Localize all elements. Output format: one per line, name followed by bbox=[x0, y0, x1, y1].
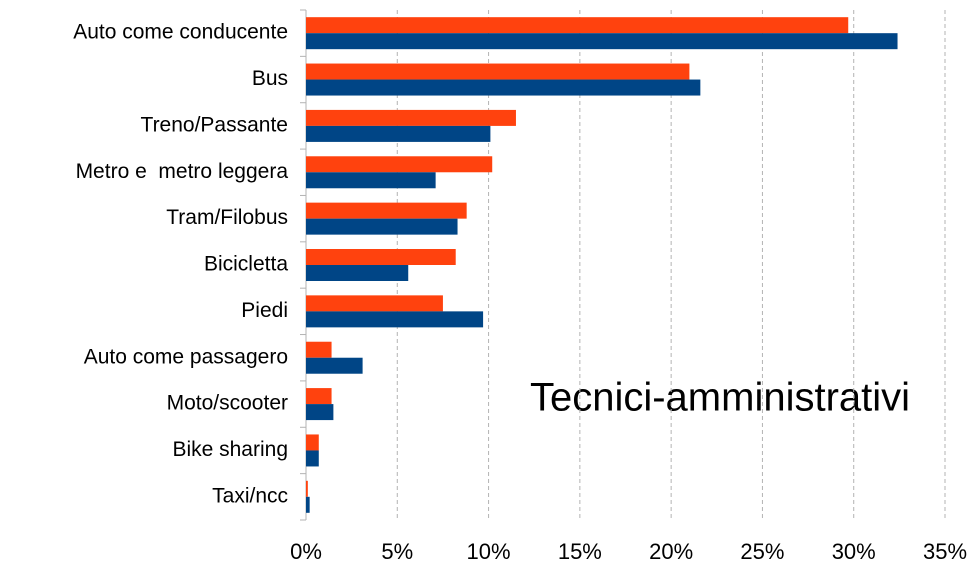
y-tick-label: Tram/Filobus bbox=[166, 206, 288, 229]
y-tick-label: Bicicletta bbox=[204, 253, 288, 276]
bar bbox=[306, 17, 849, 34]
bar bbox=[306, 265, 409, 281]
bar bbox=[306, 357, 363, 374]
bar bbox=[306, 341, 332, 358]
bar bbox=[306, 125, 491, 142]
bar bbox=[306, 450, 319, 467]
bar bbox=[306, 109, 516, 126]
y-tick-label: Piedi bbox=[241, 299, 288, 322]
bar bbox=[306, 202, 467, 219]
bar bbox=[306, 33, 898, 50]
y-tick-label: Moto/scooter bbox=[167, 392, 288, 415]
bar bbox=[306, 388, 332, 405]
bar bbox=[306, 249, 456, 265]
bar bbox=[306, 79, 701, 96]
y-tick-label: Bike sharing bbox=[172, 438, 288, 461]
y-tick-label: Metro e metro leggera bbox=[76, 160, 289, 183]
x-tick-label: 0% bbox=[290, 539, 322, 564]
x-tick-label: 15% bbox=[558, 539, 602, 564]
x-tick-label: 35% bbox=[923, 539, 967, 564]
bar bbox=[306, 172, 436, 189]
bar bbox=[306, 218, 458, 235]
chart-annotation: Tecnici-amministrativi bbox=[530, 376, 910, 420]
x-tick-label: 10% bbox=[467, 539, 511, 564]
x-tick-label: 25% bbox=[740, 539, 784, 564]
bar bbox=[306, 295, 443, 312]
bar bbox=[306, 434, 319, 451]
bar bbox=[306, 311, 484, 328]
bar bbox=[306, 496, 310, 513]
y-tick-label: Auto come passagero bbox=[84, 345, 288, 368]
x-tick-label: 20% bbox=[649, 539, 693, 564]
bar bbox=[306, 404, 334, 421]
x-tick-label: 30% bbox=[832, 539, 876, 564]
bar bbox=[306, 156, 493, 173]
y-tick-label: Treno/Passante bbox=[141, 113, 288, 136]
y-tick-label: Bus bbox=[252, 67, 288, 90]
y-tick-label: Taxi/ncc bbox=[212, 484, 288, 507]
bar bbox=[306, 480, 308, 497]
y-tick-label: Auto come conducente bbox=[73, 21, 288, 44]
bar bbox=[306, 63, 690, 80]
x-tick-label: 5% bbox=[381, 539, 413, 564]
